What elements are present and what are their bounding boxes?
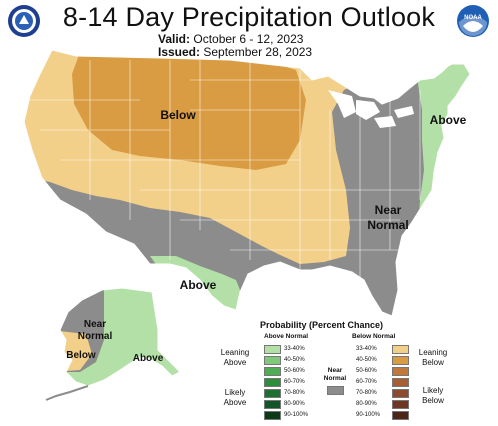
legend-leaning-below: Leaning Below	[418, 348, 448, 367]
legend-below-label: 90-100%	[356, 412, 381, 418]
legend-below-label: 40-50%	[356, 357, 377, 363]
legend-above-label: 80-90%	[284, 401, 305, 407]
label-near-normal-2: Normal	[367, 218, 408, 232]
great-lakes	[328, 90, 414, 128]
legend-likely-below: Likely Below	[422, 386, 444, 405]
valid-value: October 6 - 12, 2023	[193, 32, 304, 46]
legend-below-swatch	[392, 411, 409, 420]
legend-above-label: 33-40%	[284, 346, 305, 352]
valid-label: Valid:	[158, 32, 191, 46]
issued-label: Issued:	[158, 45, 201, 59]
legend-above-swatch	[264, 367, 281, 376]
legend-below-label: 33-40%	[356, 346, 377, 352]
legend-below-label: 70-80%	[356, 390, 377, 396]
doc-seal-icon	[8, 5, 40, 37]
issued-value: September 28, 2023	[203, 45, 313, 59]
legend-leaning-above: Leaning Above	[220, 348, 250, 367]
legend-below-label: 80-90%	[356, 401, 377, 407]
legend-above-swatch	[264, 378, 281, 387]
legend-likely-above: Likely Above	[223, 388, 247, 407]
legend-below-swatch	[392, 367, 409, 376]
legend-above-swatch	[264, 411, 281, 420]
legend-below-label: 50-60%	[356, 368, 377, 374]
label-below: Below	[160, 108, 196, 122]
noaa-logo-text: NOAA	[464, 15, 482, 21]
legend-near-normal-label: Near Normal	[323, 367, 347, 382]
legend-below-swatch	[392, 389, 409, 398]
legend-above-label: 90-100%	[284, 412, 309, 418]
valid-line: Valid: October 6 - 12, 2023	[158, 32, 303, 46]
label-ak-near-2: Normal	[78, 331, 113, 342]
label-ak-near-1: Near	[84, 319, 106, 330]
label-above-east: Above	[430, 113, 467, 127]
legend-above-swatch	[264, 345, 281, 354]
legend-above-header: Above Normal	[264, 333, 309, 340]
legend-above-swatch	[264, 389, 281, 398]
noaa-logo-icon: NOAA	[457, 5, 489, 37]
legend-title: Probability (Percent Chance)	[260, 320, 384, 330]
conus-outline	[23, 49, 471, 317]
legend-below-label: 60-70%	[356, 379, 377, 385]
legend-above-label: 40-50%	[284, 357, 305, 363]
label-above-south: Above	[180, 278, 217, 292]
below-40-50-region	[72, 50, 306, 170]
legend-above-label: 70-80%	[284, 390, 305, 396]
legend-near-normal-swatch	[327, 386, 344, 395]
legend-below-swatch	[392, 356, 409, 365]
legend-below-swatch	[392, 345, 409, 354]
label-ak-above: Above	[133, 353, 164, 364]
legend-above-label: 50-60%	[284, 368, 305, 374]
aleutians	[45, 385, 89, 401]
legend-below-swatch	[392, 400, 409, 409]
legend-above-label: 60-70%	[284, 379, 305, 385]
label-near-normal-1: Near	[375, 203, 402, 217]
legend: Probability (Percent Chance) Above Norma…	[216, 316, 498, 426]
page-title: 8-14 Day Precipitation Outlook	[62, 2, 436, 32]
issued-line: Issued: September 28, 2023	[158, 45, 312, 59]
legend-above-swatch	[264, 356, 281, 365]
label-ak-below: Below	[66, 350, 96, 361]
legend-below-swatch	[392, 378, 409, 387]
legend-below-header: Below Normal	[352, 333, 396, 340]
above-east-region	[418, 60, 470, 230]
alaska-outline	[59, 287, 181, 387]
legend-above-swatch	[264, 400, 281, 409]
